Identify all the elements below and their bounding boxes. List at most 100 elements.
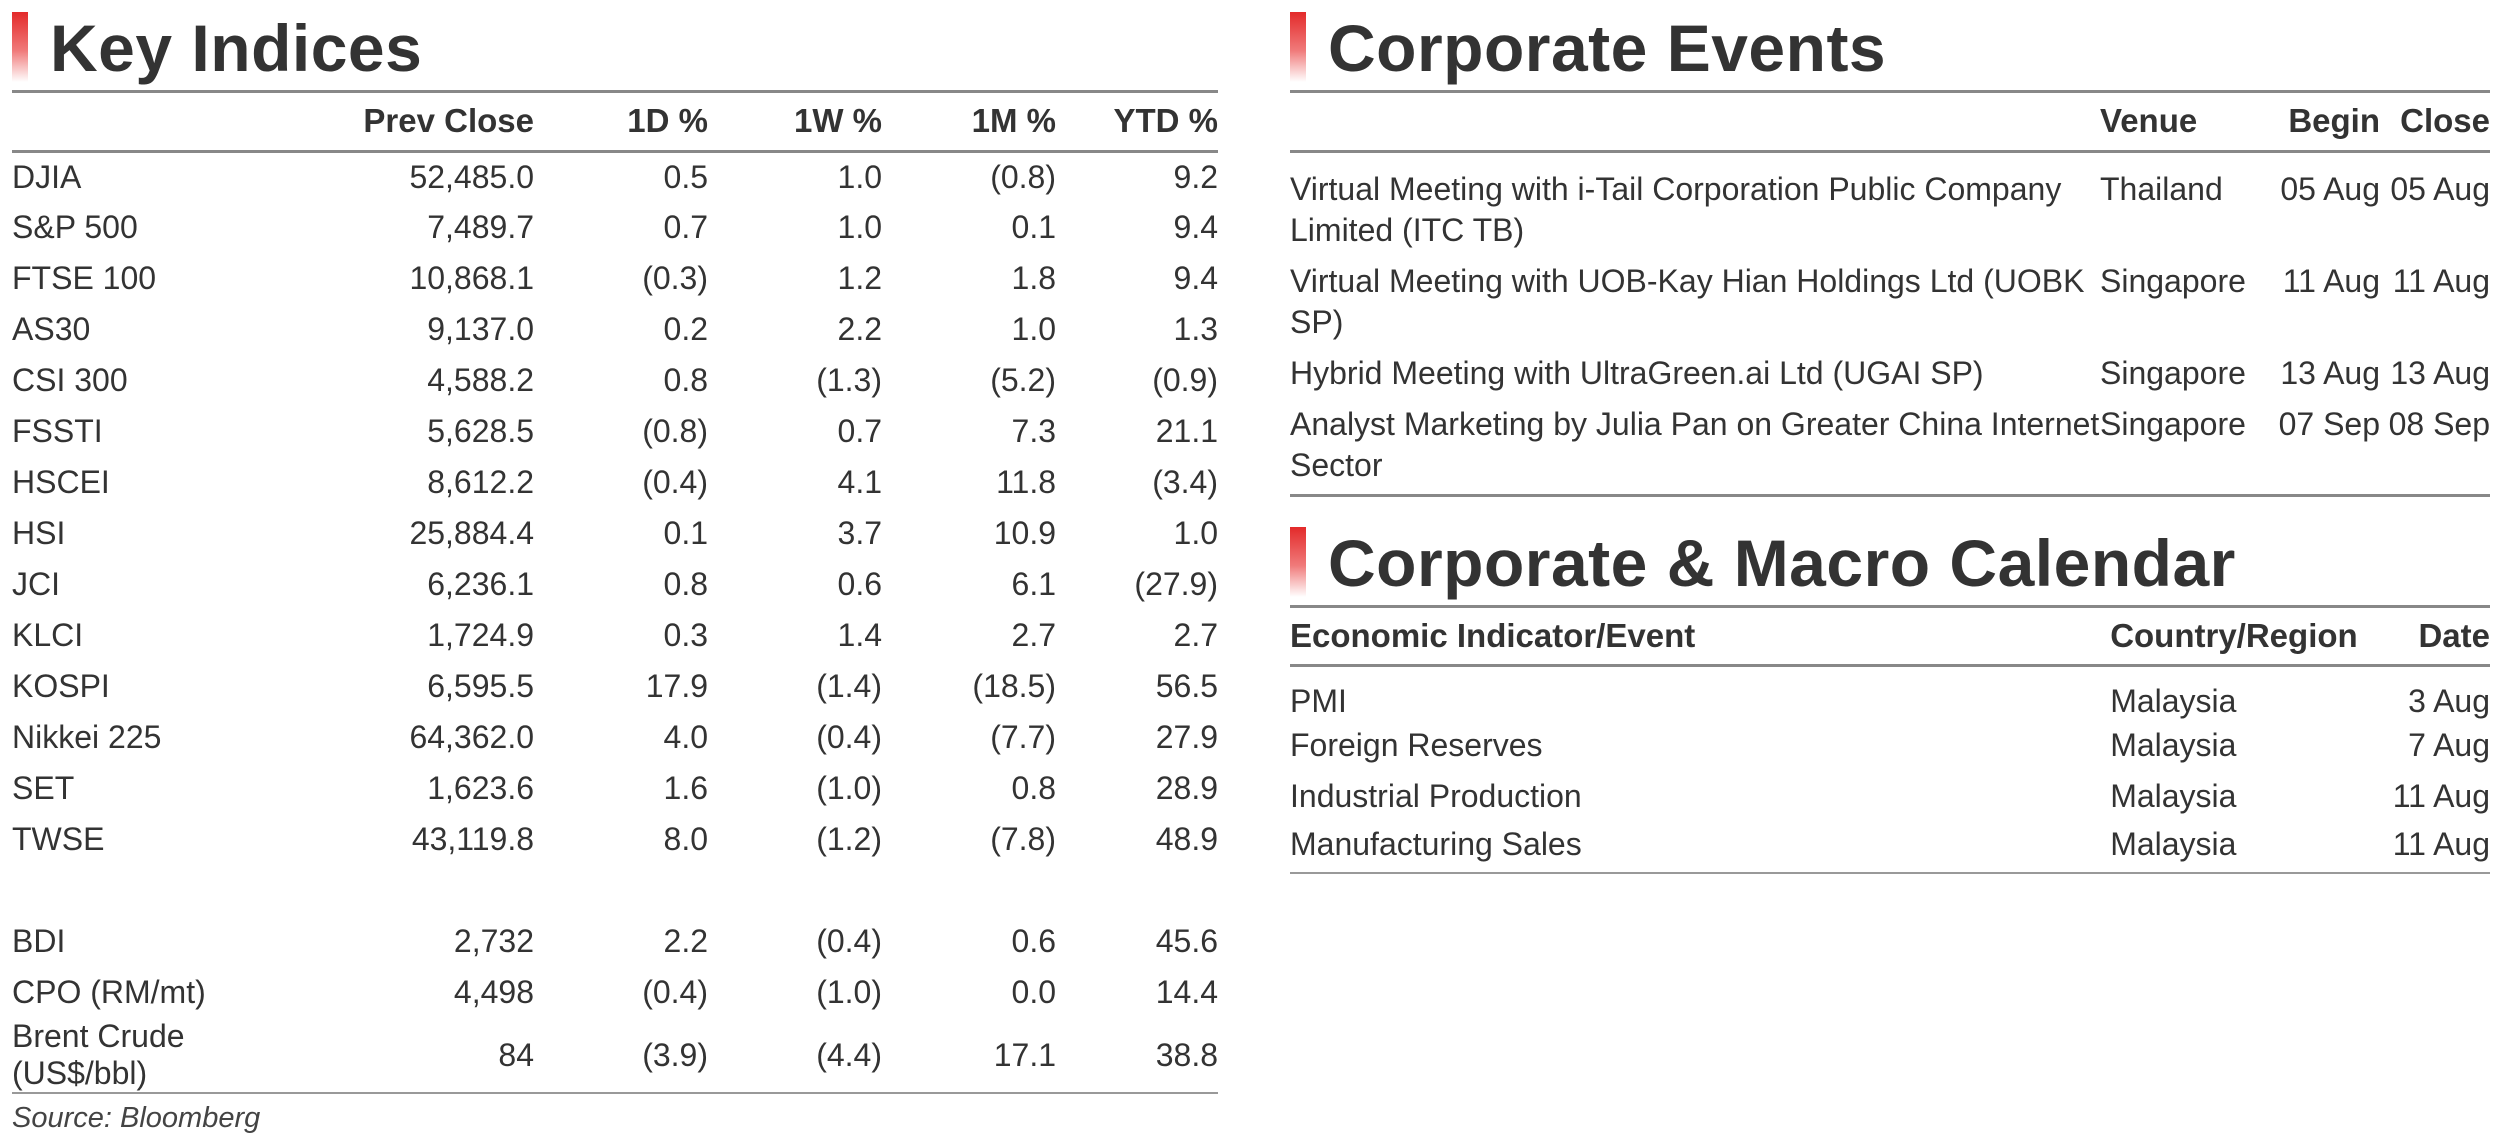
table-cell: KLCI: [12, 617, 84, 653]
table-cell: 10,868.1: [409, 260, 534, 296]
table-cell: Singapore: [2100, 262, 2246, 299]
table-cell: Malaysia: [2110, 778, 2237, 814]
table-cell: 1.0: [837, 158, 882, 195]
index-row: DJIA 52,485.0 0.5 1.0 (0.8) 9.2: [12, 151, 1218, 202]
heading-accent-bar: [1290, 12, 1306, 82]
table-cell: 17.9: [645, 668, 708, 704]
table-cell: 2.7: [1173, 617, 1218, 653]
table-cell: TWSE: [12, 821, 105, 857]
table-cell: 2.2: [837, 311, 882, 347]
table-cell: 0.2: [663, 311, 708, 347]
table-cell: Singapore: [2100, 398, 2260, 497]
index-row: TWSE 43,119.8 8.0 (1.2) (7.8) 48.9: [12, 814, 1218, 865]
table-cell: 8.0: [663, 821, 708, 857]
table-cell: JCI: [12, 566, 60, 602]
table-cell: 0.7: [837, 413, 882, 449]
key-indices-heading: Key Indices: [12, 0, 1218, 90]
event-row: Hybrid Meeting with UltraGreen.ai Ltd (U…: [1290, 348, 2490, 399]
table-cell: 13 Aug: [2390, 354, 2490, 391]
heading-accent-bar: [12, 12, 28, 82]
table-cell: 1,623.6: [427, 770, 534, 806]
table-cell: 0.1: [1011, 209, 1056, 245]
table-cell: 43,119.8: [411, 821, 534, 857]
event-row: Analyst Marketing by Julia Pan on Greate…: [1290, 398, 2490, 497]
table-cell: 2.2: [663, 923, 708, 959]
table-cell: 05 Aug: [2280, 170, 2380, 207]
col-header-ytd: YTD %: [1056, 93, 1218, 153]
table-cell: SET: [12, 770, 75, 806]
corporate-events-heading: Corporate Events: [1290, 0, 2490, 90]
table-cell: 9,137.0: [427, 311, 534, 347]
table-cell: FSSTI: [12, 413, 103, 449]
table-cell: 07 Sep: [2260, 398, 2380, 497]
table-cell: 6,236.1: [427, 566, 534, 602]
table-cell: 1.0: [837, 209, 882, 245]
table-cell: (7.8): [990, 821, 1056, 857]
table-cell: (3.4): [1152, 464, 1218, 500]
table-cell: Foreign Reserves: [1290, 727, 1543, 763]
table-cell: 9.4: [1173, 260, 1218, 296]
col-header-event: [1290, 93, 2100, 153]
table-cell: 1,724.9: [427, 617, 534, 653]
table-header-row: Venue Begin Close: [1290, 93, 2490, 153]
col-header-indicator: Economic Indicator/Event: [1290, 607, 2111, 667]
table-cell: FTSE 100: [12, 260, 157, 296]
key-indices-panel: Key Indices Prev Close 1D % 1W % 1M % YT…: [12, 0, 1218, 1135]
table-cell: 11 Aug: [2376, 822, 2490, 874]
table-header-row: Economic Indicator/Event Country/Region …: [1290, 607, 2490, 667]
table-cell: HSI: [12, 515, 66, 551]
table-cell: 56.5: [1155, 668, 1218, 704]
commodity-row: Brent Crude (US$/bbl) 84 (3.9) (4.4) 17.1 38.…: [12, 1018, 1218, 1094]
table-cell: 0.5: [663, 158, 708, 195]
table-cell: 25,884.4: [409, 515, 534, 551]
table-cell: 0.8: [1011, 770, 1056, 806]
table-cell: 6,595.5: [427, 668, 534, 704]
table-cell: Industrial Production: [1290, 778, 1582, 814]
col-header-country: Country/Region: [2110, 607, 2377, 667]
spacer-cell: [12, 865, 1218, 916]
table-cell: 1.3: [1173, 311, 1218, 347]
index-row: HSCEI 8,612.2 (0.4) 4.1 11.8 (3.4): [12, 457, 1218, 508]
table-cell: 14.4: [1155, 974, 1218, 1010]
table-cell: (0.4): [816, 719, 882, 755]
table-cell: 0.6: [1011, 923, 1056, 959]
table-cell: (0.3): [642, 260, 708, 296]
calendar-row: Foreign Reserves Malaysia 7 Aug: [1290, 720, 2490, 771]
table-cell: (5.2): [990, 362, 1056, 398]
heading-accent-bar: [1290, 526, 1306, 597]
table-cell: Malaysia: [2110, 727, 2237, 763]
table-cell: (1.0): [816, 770, 882, 806]
table-cell: 1.2: [837, 260, 882, 296]
table-cell: 0.3: [663, 617, 708, 653]
index-row: S&P 500 7,489.7 0.7 1.0 0.1 9.4: [12, 202, 1218, 253]
table-cell: (1.4): [816, 668, 882, 704]
index-row: CSI 300 4,588.2 0.8 (1.3) (5.2) (0.9): [12, 355, 1218, 406]
table-cell: 28.9: [1155, 770, 1218, 806]
corporate-events-title: Corporate Events: [1328, 11, 1887, 85]
heading-rule: [1290, 604, 2490, 608]
index-row: JCI 6,236.1 0.8 0.6 6.1 (27.9): [12, 559, 1218, 610]
table-cell: 21.1: [1155, 413, 1218, 449]
table-cell: 1.0: [1011, 311, 1056, 347]
table-cell: DJIA: [12, 158, 82, 195]
table-cell: 4.1: [837, 464, 882, 500]
table-cell: (4.4): [708, 1018, 882, 1094]
right-panel: Corporate Events Venue Begin Close Virtu…: [1290, 0, 2490, 874]
table-cell: (0.9): [1152, 362, 1218, 398]
table-cell: 0.1: [663, 515, 708, 551]
table-cell: 45.6: [1155, 923, 1218, 959]
col-header-date: Date: [2376, 607, 2490, 667]
table-cell: S&P 500: [12, 209, 138, 245]
commodity-row: CPO (RM/mt) 4,498 (0.4) (1.0) 0.0 14.4: [12, 967, 1218, 1018]
table-cell: 0.8: [663, 362, 708, 398]
table-cell: Hybrid Meeting with UltraGreen.ai Ltd (U…: [1290, 354, 1984, 391]
index-row: HSI 25,884.4 0.1 3.7 10.9 1.0: [12, 508, 1218, 559]
table-cell: 17.1: [882, 1018, 1056, 1094]
table-cell: PMI: [1290, 683, 1347, 719]
table-cell: (1.0): [816, 974, 882, 1010]
commodity-row: BDI 2,732 2.2 (0.4) 0.6 45.6: [12, 916, 1218, 967]
table-cell: 13 Aug: [2280, 354, 2380, 391]
table-cell: 11 Aug: [2392, 778, 2490, 814]
event-row: Virtual Meeting with i-Tail Corporation …: [1290, 151, 2490, 256]
table-cell: (1.3): [816, 362, 882, 398]
